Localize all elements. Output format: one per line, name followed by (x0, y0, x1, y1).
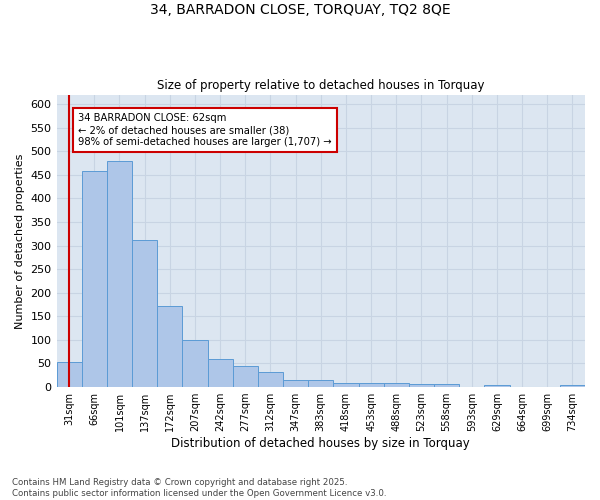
Bar (383, 383, 409, 387)
Text: 34, BARRADON CLOSE, TORQUAY, TQ2 8QE: 34, BARRADON CLOSE, TORQUAY, TQ2 8QE (149, 2, 451, 16)
Text: Contains HM Land Registry data © Crown copyright and database right 2025.
Contai: Contains HM Land Registry data © Crown c… (12, 478, 386, 498)
X-axis label: Distribution of detached houses by size in Torquay: Distribution of detached houses by size … (172, 437, 470, 450)
Bar (409, 384, 434, 387)
Bar (334, 383, 359, 387)
Bar (283, 380, 308, 387)
Bar (208, 359, 233, 387)
Bar (434, 384, 459, 387)
Bar (359, 383, 383, 387)
Bar (258, 372, 283, 387)
Bar (56, 362, 82, 387)
Bar (182, 340, 208, 387)
Bar (82, 172, 107, 387)
Bar (560, 385, 585, 387)
Bar (308, 380, 334, 387)
Bar (132, 240, 157, 387)
Text: 34 BARRADON CLOSE: 62sqm
← 2% of detached houses are smaller (38)
98% of semi-de: 34 BARRADON CLOSE: 62sqm ← 2% of detache… (78, 114, 332, 146)
Y-axis label: Number of detached properties: Number of detached properties (15, 153, 25, 328)
Bar (233, 366, 258, 387)
Bar (484, 385, 509, 387)
Title: Size of property relative to detached houses in Torquay: Size of property relative to detached ho… (157, 79, 485, 92)
Bar (157, 306, 182, 387)
Bar (107, 160, 132, 387)
